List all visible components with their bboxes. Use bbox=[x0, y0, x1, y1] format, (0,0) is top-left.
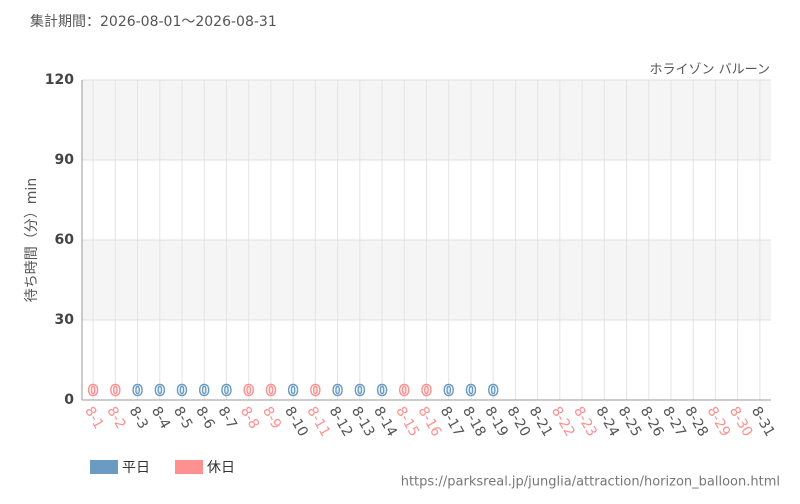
y-tick-label: 120 bbox=[45, 72, 74, 88]
legend-swatch bbox=[90, 460, 118, 474]
value-label: 0 bbox=[377, 382, 387, 400]
chart-title: 集計期間：2026-08-01～2026-08-31 bbox=[30, 13, 277, 30]
y-tick-label: 30 bbox=[55, 312, 75, 328]
value-label: 0 bbox=[132, 382, 142, 400]
value-label: 0 bbox=[221, 382, 231, 400]
x-tick-label: 8-8 bbox=[237, 404, 262, 432]
source-url: https://parksreal.jp/junglia/attraction/… bbox=[401, 475, 780, 490]
x-tick-label: 8-5 bbox=[170, 404, 195, 432]
legend-label: 平日 bbox=[122, 460, 150, 476]
value-label: 0 bbox=[88, 382, 98, 400]
value-label: 0 bbox=[155, 382, 165, 400]
value-label: 0 bbox=[399, 382, 409, 400]
value-label: 0 bbox=[466, 382, 476, 400]
value-label: 0 bbox=[266, 382, 276, 400]
x-tick-label: 8-4 bbox=[148, 404, 173, 432]
value-label: 0 bbox=[110, 382, 120, 400]
chart-subtitle: ホライゾン バルーン bbox=[650, 63, 770, 78]
y-axis-label: 待ち時間（分）min bbox=[24, 178, 40, 302]
legend-swatch bbox=[175, 460, 203, 474]
x-tick-label: 8-7 bbox=[215, 404, 240, 432]
value-label: 0 bbox=[332, 382, 342, 400]
x-tick-label: 8-31 bbox=[748, 404, 778, 440]
x-tick-label: 8-9 bbox=[259, 404, 284, 432]
y-tick-label: 90 bbox=[55, 152, 75, 168]
value-label: 0 bbox=[444, 382, 454, 400]
legend-label: 休日 bbox=[207, 460, 235, 476]
value-label: 0 bbox=[488, 382, 498, 400]
x-tick-label: 8-2 bbox=[103, 404, 128, 432]
value-label: 0 bbox=[421, 382, 431, 400]
x-tick-label: 8-3 bbox=[126, 404, 151, 432]
value-label: 0 bbox=[310, 382, 320, 400]
x-tick-label: 8-1 bbox=[81, 404, 106, 432]
value-label: 0 bbox=[177, 382, 187, 400]
y-tick-label: 60 bbox=[55, 232, 75, 248]
value-label: 0 bbox=[199, 382, 209, 400]
y-tick-label: 0 bbox=[64, 392, 74, 408]
x-tick-label: 8-6 bbox=[192, 404, 217, 432]
value-label: 0 bbox=[243, 382, 253, 400]
value-label: 0 bbox=[355, 382, 365, 400]
value-label: 0 bbox=[288, 382, 298, 400]
